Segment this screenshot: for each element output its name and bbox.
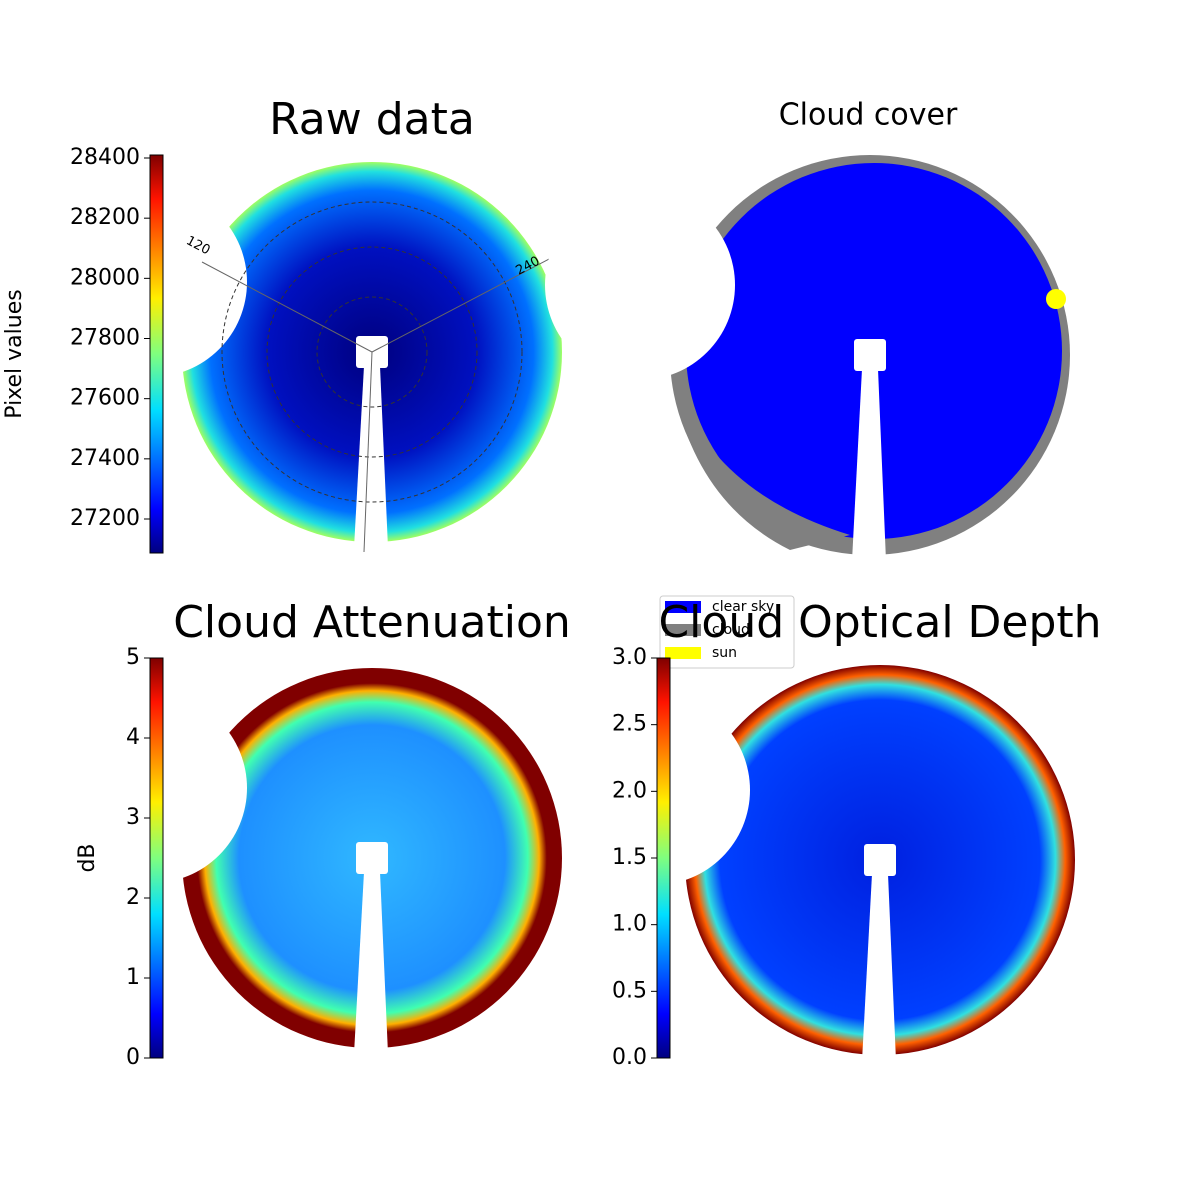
panel-title: Cloud Attenuation (173, 597, 571, 648)
legend-swatch (665, 601, 701, 613)
colorbar-tick-label: 3.0 (612, 645, 647, 670)
legend-label: clear sky (712, 599, 774, 615)
cloud-patch (675, 395, 850, 550)
colorbar-tick-label: 27400 (70, 446, 140, 471)
legend: clear sky cloud sun (659, 595, 795, 669)
colorbar-tick-label: 4 (126, 725, 140, 750)
mask-mast (354, 366, 388, 548)
panels: Raw data 27200 27400 27600 27800 28000 28200 28… (2, 94, 1102, 1070)
colorbar-tick-label: 5 (126, 645, 140, 670)
colorbar-tick-label: 27200 (70, 506, 140, 531)
colorbar (656, 657, 671, 1059)
mask-mast (862, 874, 896, 1061)
polar-spoke (201, 261, 373, 353)
colorbar-label: Pixel values (2, 289, 27, 418)
colorbar-tick-label: 1.5 (612, 845, 647, 870)
colorbar-tick-label: 28000 (70, 265, 140, 290)
colorbar-tick-label: 0 (126, 1045, 140, 1070)
colorbar-tick-label: 0.5 (612, 978, 647, 1003)
colorbar (149, 657, 164, 1059)
polar-spoke (363, 351, 373, 553)
mask-mast (354, 872, 388, 1054)
colorbar-tick-label: 28200 (70, 205, 140, 230)
colorbar-tick-label: 1 (126, 965, 140, 990)
colorbar-tick-label: 27800 (70, 326, 140, 351)
legend-label: sun (712, 645, 737, 661)
mask-mast (852, 369, 886, 561)
panel-title: Cloud Optical Depth (658, 597, 1101, 648)
colorbar-label: dB (75, 843, 100, 872)
legend-label: cloud (712, 622, 750, 638)
polar-grid (266, 246, 478, 458)
colorbar-tick-label: 3 (126, 805, 140, 830)
legend-swatch (665, 647, 701, 659)
colorbar-tick-label: 28400 (70, 145, 140, 170)
colorbar-tick-label: 1.0 (612, 912, 647, 937)
sun (1046, 289, 1066, 309)
legend-swatch (665, 624, 701, 636)
colorbar-tick-label: 2.0 (612, 778, 647, 803)
colorbar (149, 154, 164, 554)
panel-title: Cloud cover (779, 98, 958, 133)
colorbar-tick-label: 2 (126, 885, 140, 910)
polar-spoke (371, 246, 573, 353)
mask-mount (854, 339, 886, 371)
polar-grid (316, 296, 428, 408)
colorbar-tick-label: 2.5 (612, 712, 647, 737)
mask-mount (864, 844, 896, 876)
panel-title: Raw data (269, 94, 475, 145)
mask-notch (545, 190, 735, 380)
mask-mount (356, 842, 388, 874)
mask-notch (560, 695, 750, 885)
polar-grid (221, 201, 523, 503)
colorbar-tick-label: 27600 (70, 386, 140, 411)
colorbar-tick-label: 0.0 (612, 1045, 647, 1070)
